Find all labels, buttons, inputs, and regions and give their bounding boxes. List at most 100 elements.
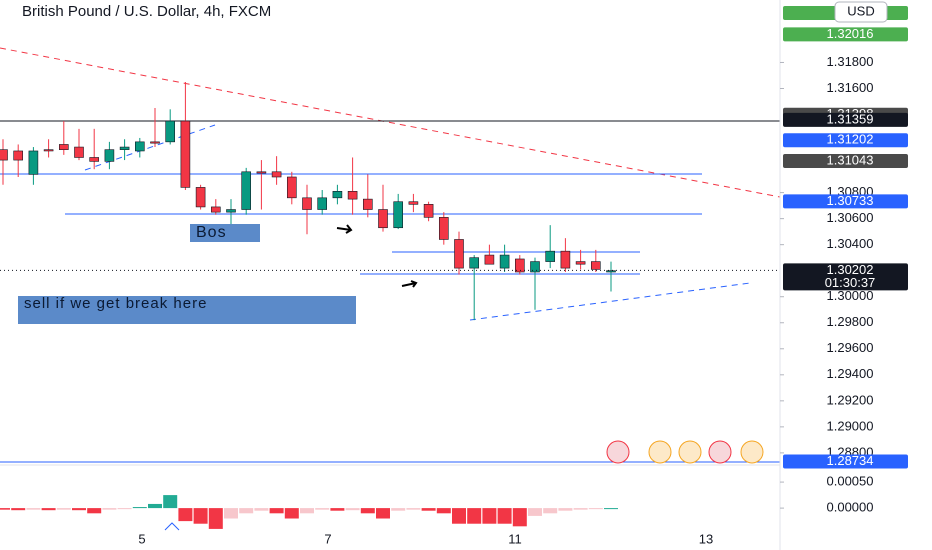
y-tick-label: 1.29200 bbox=[827, 392, 874, 407]
histogram-bar bbox=[497, 508, 512, 524]
candle-body bbox=[43, 149, 54, 152]
histogram-bar bbox=[512, 508, 527, 527]
countdown: 01:30:37 bbox=[825, 275, 876, 290]
candle-body bbox=[530, 261, 540, 273]
candle-body bbox=[0, 149, 8, 161]
histogram-bar bbox=[41, 508, 56, 511]
candle-body bbox=[286, 176, 297, 199]
price-tag-label: 1.31359 bbox=[827, 111, 874, 126]
histogram-bar bbox=[193, 508, 208, 524]
histogram-bar bbox=[224, 508, 238, 519]
y-tick-label: 1.30400 bbox=[827, 236, 874, 251]
histogram-bar bbox=[132, 507, 147, 509]
candle-body bbox=[484, 254, 495, 265]
histogram-bar bbox=[178, 508, 193, 522]
candle-body bbox=[28, 150, 39, 175]
currency-button[interactable] bbox=[834, 1, 888, 23]
histogram-bar bbox=[11, 508, 26, 511]
histogram-bar bbox=[588, 508, 603, 510]
event-flags bbox=[606, 440, 764, 464]
candle-body bbox=[317, 197, 328, 210]
price-tag-label: 1.28734 bbox=[827, 453, 874, 468]
price-tag-label: 1.32016 bbox=[827, 26, 874, 41]
histogram-bar bbox=[558, 508, 573, 511]
histogram-bar bbox=[208, 508, 223, 529]
marker bbox=[164, 522, 180, 531]
candle-body bbox=[469, 257, 480, 269]
histogram-bar bbox=[102, 508, 117, 510]
candle-body bbox=[271, 171, 282, 178]
price-tag-label: 1.31202 bbox=[827, 132, 874, 147]
x-tick-label: 13 bbox=[699, 531, 713, 546]
histogram-bar bbox=[604, 508, 618, 510]
chart-title: British Pound / U.S. Dollar, 4h, FXCM bbox=[22, 3, 271, 20]
candle-body bbox=[135, 141, 145, 152]
candle-body bbox=[150, 141, 160, 144]
candle-body bbox=[226, 209, 236, 213]
price-tag bbox=[783, 133, 908, 148]
trend-line bbox=[0, 47, 781, 198]
candle-body bbox=[454, 239, 464, 269]
y-tick-label: 0.00050 bbox=[827, 474, 874, 489]
candle-body bbox=[423, 204, 434, 218]
candle-body bbox=[119, 146, 130, 150]
histogram-bar bbox=[330, 508, 345, 511]
price-tag bbox=[783, 194, 908, 209]
x-tick-label: 11 bbox=[508, 531, 522, 546]
histogram-bar bbox=[528, 508, 542, 516]
annotation: sell if we get break here bbox=[18, 296, 356, 324]
price-tag-label: 1.31043 bbox=[827, 152, 874, 167]
arrow bbox=[401, 280, 418, 288]
candle-body bbox=[211, 206, 221, 213]
histogram-bar bbox=[56, 508, 71, 510]
trend-line bbox=[469, 282, 751, 321]
candle-body bbox=[514, 258, 525, 273]
histogram-bar bbox=[421, 508, 436, 511]
price-tag-label: 1.30733 bbox=[827, 193, 874, 208]
histogram-bar bbox=[315, 508, 330, 510]
candle-body bbox=[393, 201, 404, 229]
candle-body bbox=[256, 171, 267, 174]
candle-body bbox=[347, 191, 358, 200]
histogram-bar bbox=[239, 508, 254, 514]
candle-body bbox=[408, 201, 419, 205]
histogram-bar bbox=[467, 508, 482, 524]
histogram-bar bbox=[148, 503, 162, 509]
histogram-bar bbox=[452, 508, 466, 524]
candle-body bbox=[74, 146, 84, 158]
histogram-bar bbox=[284, 508, 299, 519]
histogram-bar bbox=[117, 508, 132, 510]
histogram-bar bbox=[436, 508, 451, 514]
candle-body bbox=[332, 191, 343, 199]
candle-body bbox=[438, 217, 449, 240]
price-tag bbox=[783, 454, 908, 469]
histogram-bar bbox=[360, 508, 375, 514]
candle-body bbox=[302, 197, 312, 210]
y-tick-label: 1.29600 bbox=[827, 340, 874, 355]
candle-body bbox=[545, 250, 556, 262]
histogram-bar bbox=[345, 508, 360, 511]
annotation: Bos bbox=[190, 224, 260, 242]
y-tick-label: 1.29000 bbox=[827, 418, 874, 433]
histogram-bar bbox=[573, 508, 588, 510]
x-tick-label: 7 bbox=[324, 531, 331, 546]
currency[interactable]: USD bbox=[847, 3, 874, 18]
y-tick-label: 1.30000 bbox=[827, 288, 874, 303]
candle-body bbox=[89, 157, 99, 162]
candle-body bbox=[104, 149, 115, 162]
candle-body bbox=[180, 120, 191, 188]
histogram-bar bbox=[87, 508, 102, 514]
last-price-label: 1.30202 bbox=[827, 262, 874, 277]
y-tick-label: 1.29400 bbox=[827, 366, 874, 381]
histogram-bar bbox=[391, 508, 406, 511]
y-tick-label: 1.31600 bbox=[827, 80, 874, 95]
histogram-bar bbox=[376, 508, 390, 519]
y-tick-label: 1.31800 bbox=[827, 54, 874, 69]
candle-body bbox=[378, 209, 388, 229]
price-tag bbox=[783, 112, 908, 127]
candle-body bbox=[590, 261, 601, 270]
histogram-bar bbox=[163, 495, 178, 509]
price-tag bbox=[783, 27, 908, 42]
trend-line bbox=[84, 124, 216, 171]
